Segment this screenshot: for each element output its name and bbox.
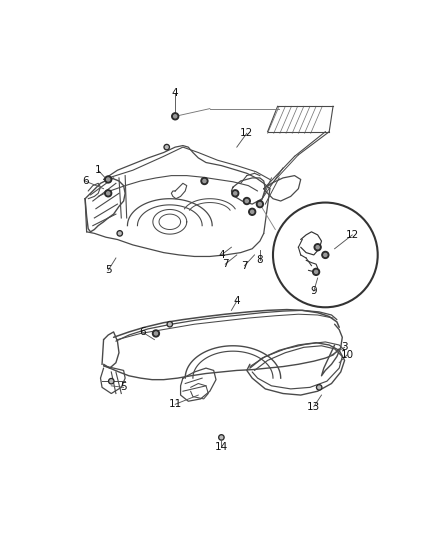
Circle shape (105, 190, 112, 197)
Circle shape (203, 180, 206, 183)
Circle shape (234, 192, 237, 195)
Circle shape (317, 385, 322, 390)
Circle shape (314, 270, 318, 273)
Circle shape (232, 190, 239, 197)
Circle shape (105, 176, 112, 183)
Circle shape (314, 244, 321, 251)
Text: 11: 11 (169, 399, 182, 409)
Circle shape (167, 321, 173, 327)
Circle shape (316, 246, 319, 249)
Text: 4: 4 (218, 250, 225, 260)
Circle shape (249, 208, 256, 215)
Circle shape (172, 113, 179, 120)
Text: 12: 12 (346, 230, 359, 240)
Circle shape (322, 252, 329, 259)
Circle shape (164, 144, 170, 150)
Text: 8: 8 (257, 255, 263, 265)
Text: 5: 5 (120, 382, 127, 392)
Text: 7: 7 (222, 259, 229, 269)
Circle shape (251, 210, 254, 213)
Circle shape (117, 231, 123, 236)
Text: 3: 3 (341, 342, 348, 352)
Circle shape (118, 232, 121, 235)
Text: 4: 4 (233, 296, 240, 306)
Text: 1: 1 (95, 165, 102, 175)
Text: 6: 6 (82, 176, 88, 186)
Circle shape (106, 178, 110, 181)
Text: 14: 14 (215, 442, 228, 453)
Circle shape (152, 330, 159, 337)
Text: 13: 13 (307, 401, 321, 411)
Circle shape (166, 146, 168, 149)
Text: 10: 10 (340, 350, 353, 360)
Circle shape (313, 269, 320, 276)
Text: 4: 4 (172, 88, 179, 98)
Circle shape (220, 436, 223, 439)
Circle shape (219, 435, 224, 440)
Circle shape (318, 386, 321, 389)
Text: 6: 6 (139, 327, 145, 337)
Circle shape (201, 177, 208, 184)
Circle shape (173, 115, 177, 118)
Circle shape (110, 380, 113, 383)
Circle shape (109, 378, 114, 384)
Text: 5: 5 (105, 265, 112, 276)
Circle shape (324, 253, 327, 256)
Circle shape (256, 200, 263, 207)
Circle shape (106, 192, 110, 195)
Text: 9: 9 (311, 286, 317, 296)
Text: 12: 12 (240, 128, 254, 138)
Circle shape (258, 203, 261, 206)
Text: 7: 7 (241, 261, 248, 271)
Circle shape (154, 332, 158, 335)
Circle shape (244, 198, 250, 205)
Circle shape (169, 323, 171, 326)
Circle shape (245, 199, 248, 203)
